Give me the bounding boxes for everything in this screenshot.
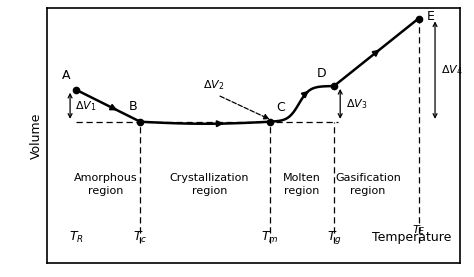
Text: D: D [317,67,327,80]
Text: Gasification
region: Gasification region [335,173,401,196]
Text: Molten
region: Molten region [283,173,321,196]
Text: $T_m$: $T_m$ [261,230,279,245]
Text: E: E [427,10,435,23]
Text: Crystallization
region: Crystallization region [170,173,249,196]
Text: Amorphous
region: Amorphous region [74,173,138,196]
Text: $\Delta V_1$: $\Delta V_1$ [75,99,97,113]
Text: B: B [128,100,137,113]
Text: $T_c$: $T_c$ [133,230,147,245]
Text: Temperature: Temperature [372,231,452,244]
Text: A: A [62,69,70,82]
Text: C: C [276,101,285,114]
Text: $T_E$: $T_E$ [412,223,425,237]
Y-axis label: Volume: Volume [30,112,43,159]
Text: $T_R$: $T_R$ [69,230,84,245]
Text: $\Delta V_4$: $\Delta V_4$ [441,63,463,77]
Text: $\Delta V_2$: $\Delta V_2$ [203,78,224,92]
Text: $T_g$: $T_g$ [327,229,341,246]
Text: $\Delta V_3$: $\Delta V_3$ [346,97,367,111]
